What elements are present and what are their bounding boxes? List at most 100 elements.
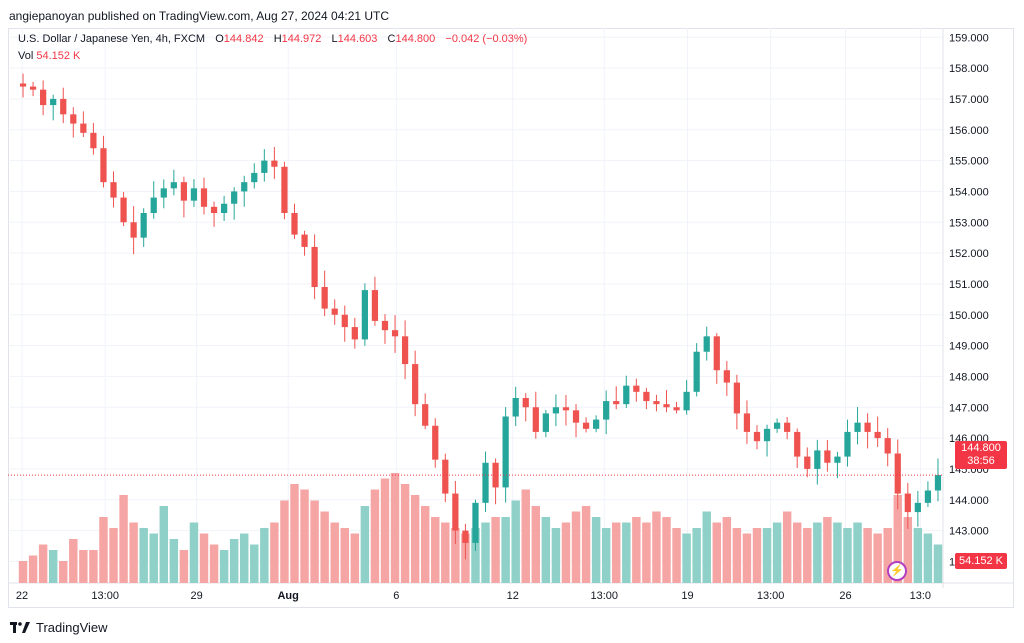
candle-body	[291, 213, 298, 235]
volume-bar	[159, 506, 169, 583]
y-tick-label: 159.000	[949, 32, 989, 44]
candle-body	[562, 407, 570, 411]
candle-body	[904, 493, 911, 513]
candle-body	[311, 246, 318, 287]
volume-bar	[199, 533, 209, 583]
candle-body	[673, 407, 680, 411]
volume-legend: Vol 54.152 K	[18, 50, 80, 62]
candle-body	[663, 404, 670, 408]
candle-body	[482, 462, 489, 503]
volume-bar	[79, 550, 88, 583]
candle-body	[522, 398, 529, 408]
candle-body	[824, 450, 831, 463]
volume-bar	[340, 528, 349, 583]
volume-bar	[18, 561, 28, 583]
y-tick-label: 143.000	[949, 526, 989, 538]
volume-bar	[441, 522, 450, 583]
volume-bar	[310, 500, 319, 583]
candle-body	[412, 364, 419, 405]
y-tick-label: 157.000	[949, 94, 989, 106]
candle-body	[90, 132, 97, 149]
volume-bar	[28, 555, 38, 583]
symbol-label[interactable]: U.S. Dollar / Japanese Yen, 4h, FXCM	[18, 33, 206, 45]
volume-bar	[863, 528, 872, 583]
candle-body	[582, 422, 590, 429]
volume-bar	[903, 517, 913, 583]
candle-body	[130, 222, 137, 238]
volume-bar	[652, 511, 661, 583]
candle-body	[150, 197, 157, 213]
candle-body	[844, 431, 851, 457]
volume-bar	[752, 528, 762, 583]
footer-brand[interactable]: TradingView	[10, 620, 108, 635]
volume-bar	[380, 478, 390, 583]
candle-body	[834, 456, 841, 463]
volume-bar	[893, 495, 902, 583]
volume-bar	[179, 550, 189, 583]
volume-bar	[149, 533, 158, 583]
candle-body	[180, 182, 188, 201]
candle-body	[753, 431, 761, 442]
candle-body	[773, 422, 781, 429]
volume-bar	[89, 550, 98, 583]
volume-bar	[933, 544, 943, 583]
volume-bar	[431, 517, 440, 583]
candle-body	[160, 188, 167, 198]
candle-body	[934, 475, 942, 491]
volume-bar	[541, 517, 551, 583]
volume-bar	[702, 511, 711, 583]
x-tick-label: 29	[191, 590, 203, 602]
candle-body	[613, 401, 620, 405]
candle-body	[572, 410, 580, 423]
volume-bar	[350, 533, 360, 583]
x-tick-label: 26	[839, 590, 851, 602]
x-tick-label: 6	[393, 590, 399, 602]
y-tick-label: 147.000	[949, 402, 989, 414]
volume-bar	[772, 522, 782, 583]
candle-body	[623, 385, 630, 405]
lightning-icon[interactable]: ⚡	[887, 561, 907, 581]
volume-bar	[300, 489, 309, 583]
candlestick-chart[interactable]: 159.000 158.000 157.000 156.000 155.000 154.0…	[8, 28, 1014, 608]
volume-bar	[782, 511, 792, 583]
candle-body	[864, 422, 871, 432]
candle-body	[542, 413, 549, 432]
low-value: 144.603	[337, 33, 378, 45]
candle-body	[40, 89, 47, 106]
y-tick-label: 154.000	[949, 186, 989, 198]
volume-bar	[270, 522, 279, 583]
candle-body	[70, 114, 77, 124]
close-value: 144.800	[395, 33, 436, 45]
candle-body	[391, 330, 399, 337]
volume-bar	[139, 528, 148, 583]
candle-body	[29, 86, 37, 90]
volume-bar	[420, 506, 430, 583]
volume-bar	[229, 539, 239, 583]
candle-body	[884, 438, 891, 454]
x-tick-label: 19	[681, 590, 693, 602]
volume-bar	[330, 522, 339, 583]
volume-bar	[471, 528, 480, 583]
candle-body	[452, 493, 459, 531]
volume-bar	[682, 533, 691, 583]
volume-bar	[129, 522, 138, 583]
x-tick-label: 12	[507, 590, 519, 602]
volume-bar	[169, 539, 179, 583]
volume-bar	[400, 484, 410, 583]
candle-body	[140, 213, 147, 238]
candle-body	[100, 148, 107, 183]
volume-bar	[551, 528, 561, 583]
candle-body	[381, 320, 389, 331]
volume-bar	[622, 522, 631, 583]
volume-bar	[561, 522, 571, 583]
volume-bar	[501, 517, 510, 583]
high-label: H	[273, 33, 282, 45]
x-tick-label: 22	[16, 590, 28, 602]
volume-bar	[491, 517, 500, 583]
candle-body	[422, 404, 429, 426]
y-tick-label: 152.000	[949, 248, 989, 260]
candle-body	[512, 398, 519, 417]
volume-label: Vol	[18, 50, 34, 62]
candle-body	[653, 401, 660, 405]
candle-body	[633, 385, 640, 392]
